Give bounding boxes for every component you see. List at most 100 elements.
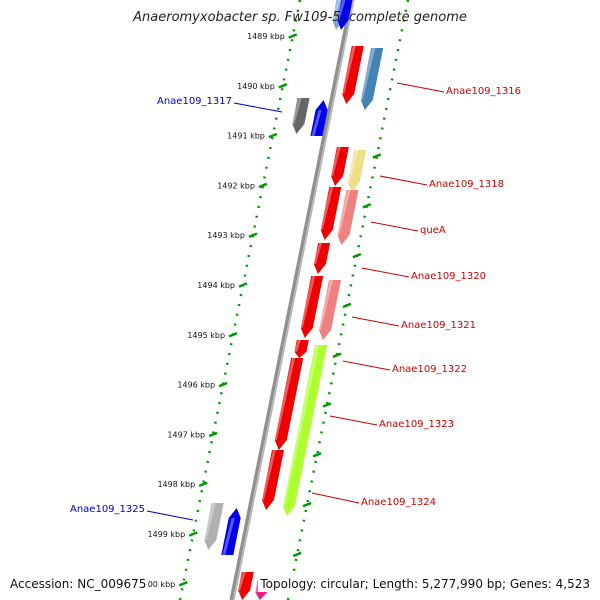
scale-tick: [268, 132, 278, 139]
gene-label[interactable]: Anae109_1322: [392, 364, 467, 375]
scale-tick-label: 1500 kbp: [138, 580, 176, 589]
scale-tick-right: [322, 402, 332, 408]
scale-tick-right: [292, 551, 302, 558]
scale-tick-label: 1489 kbp: [247, 32, 285, 41]
gene-arrow-1325a[interactable]: [204, 503, 224, 550]
gene-arrow-1316-shading: [359, 48, 376, 100]
gene-arrow-1320[interactable]: [313, 243, 331, 274]
scale-tick: [278, 83, 288, 89]
gene-label-leader: [311, 492, 360, 504]
scale-tick-label: 1491 kbp: [227, 132, 265, 141]
gene-label-leader: [361, 267, 410, 278]
dotted-track-right: [286, 0, 410, 600]
gene-label[interactable]: Anae109_1325: [70, 504, 145, 515]
scale-tick: [198, 481, 208, 487]
genome-backbone-highlight: [232, 0, 355, 600]
scale-tick-label: 1498 kbp: [157, 480, 195, 489]
gene-label[interactable]: queA: [420, 225, 446, 236]
gene-arrow-queA-a-shading: [319, 187, 334, 230]
gene-arrow-1321a-shading: [299, 276, 316, 328]
gene-arrow-1324-shading: [281, 345, 320, 506]
gene-arrow-1323-shading: [273, 358, 296, 440]
gene-arrow-queA-shading: [336, 190, 351, 235]
gene-arrow-top-b-shading: [336, 0, 346, 20]
gene-arrow-1321a[interactable]: [300, 276, 324, 338]
gene-label[interactable]: Anae109_1324: [361, 497, 436, 508]
gene-label[interactable]: Anae109_1316: [446, 86, 521, 97]
gene-arrow-1316a-shading: [341, 46, 356, 94]
gene-arrow-1323b-shading: [261, 450, 276, 500]
scale-tick-right: [302, 501, 312, 508]
gene-arrow-1320-shading: [312, 243, 323, 264]
gene-arrow-1318[interactable]: [347, 150, 367, 192]
gene-arrow-1323[interactable]: [274, 358, 304, 450]
scale-tick-label: 1494 kbp: [197, 281, 235, 290]
scale-tick-right: [332, 352, 342, 358]
scale-tick-right: [312, 452, 322, 458]
gene-arrow-1318a[interactable]: [331, 147, 349, 186]
gene-arrow-1317a[interactable]: [292, 98, 310, 134]
gene-arrow-1321[interactable]: [319, 280, 341, 340]
gene-label[interactable]: Anae109_1323: [379, 419, 454, 430]
scale-tick: [228, 332, 238, 338]
gene-arrow-1316a[interactable]: [342, 46, 364, 104]
scale-tick: [258, 182, 268, 189]
scale-tick-label: 1497 kbp: [167, 430, 205, 439]
scale-tick: [288, 33, 298, 39]
gene-arrow-1316[interactable]: [360, 48, 384, 110]
genome-summary-text: Topology: circular; Length: 5,277,990 bp…: [258, 576, 590, 592]
dotted-track-left: [178, 0, 302, 600]
gene-arrow-1317[interactable]: [310, 100, 328, 136]
scale-tick: [248, 232, 258, 238]
gene-label[interactable]: Anae109_1320: [411, 271, 486, 282]
gene-arrow-1322[interactable]: [294, 340, 309, 358]
gene-arrow-1317-shading: [311, 110, 322, 136]
gene-arrow-1318-shading: [346, 150, 359, 182]
scale-tick-right: [342, 302, 352, 309]
gene-label[interactable]: Anae109_1321: [401, 320, 476, 331]
scale-tick-label: 1492 kbp: [217, 181, 255, 190]
gene-arrow-1325a-shading: [203, 503, 216, 540]
gene-arrow-1323b[interactable]: [262, 450, 284, 510]
scale-tick-right: [352, 252, 362, 259]
scale-tick: [188, 531, 198, 537]
gene-arrow-1322-shading: [294, 340, 301, 352]
gene-arrow-1317a-shading: [291, 98, 302, 124]
scale-tick: [238, 282, 248, 288]
gene-arrow-1324[interactable]: [282, 345, 328, 516]
genome-backbone: [229, 0, 355, 600]
gene-label[interactable]: Anae109_1317: [157, 96, 232, 107]
scale-tick: [178, 581, 188, 587]
scale-tick: [218, 381, 228, 388]
scale-tick-label: 1496 kbp: [177, 381, 215, 390]
gene-label-leader: [370, 221, 419, 232]
scale-tick-label: 1490 kbp: [237, 82, 275, 91]
gene-arrow-1318a-shading: [330, 147, 341, 176]
accession-text: Accession: NC_009675: [10, 576, 149, 592]
gene-label-leader: [329, 415, 378, 426]
gene-arrow-1325[interactable]: [221, 508, 241, 555]
gene-arrow-top-b[interactable]: [337, 0, 353, 30]
gene-label-leader: [233, 102, 283, 113]
gene-label-leader: [342, 360, 391, 371]
gene-label[interactable]: Anae109_1318: [429, 179, 504, 190]
gene-label-leader: [396, 82, 445, 93]
gene-label-leader: [379, 175, 428, 186]
scale-tick-label: 1495 kbp: [187, 331, 225, 340]
gene-arrow-queA[interactable]: [337, 190, 359, 245]
gene-arrow-bottom-a-shading: [237, 572, 246, 591]
gene-label-leader: [146, 510, 194, 521]
scale-tick-right: [372, 153, 382, 159]
gene-arrow-queA-a[interactable]: [320, 187, 342, 240]
scale-tick-label: 1499 kbp: [147, 530, 185, 539]
scale-tick-right: [362, 203, 372, 209]
gene-arrow-1321-shading: [318, 280, 333, 330]
scale-tick: [208, 431, 218, 438]
scale-tick-label: 1493 kbp: [207, 231, 245, 240]
gene-label-leader: [351, 316, 400, 327]
gene-arrow-bottom-a[interactable]: [238, 572, 254, 600]
gene-arrow-1325-shading: [222, 518, 235, 555]
gene-arrow-top-a-shading: [331, 0, 341, 20]
